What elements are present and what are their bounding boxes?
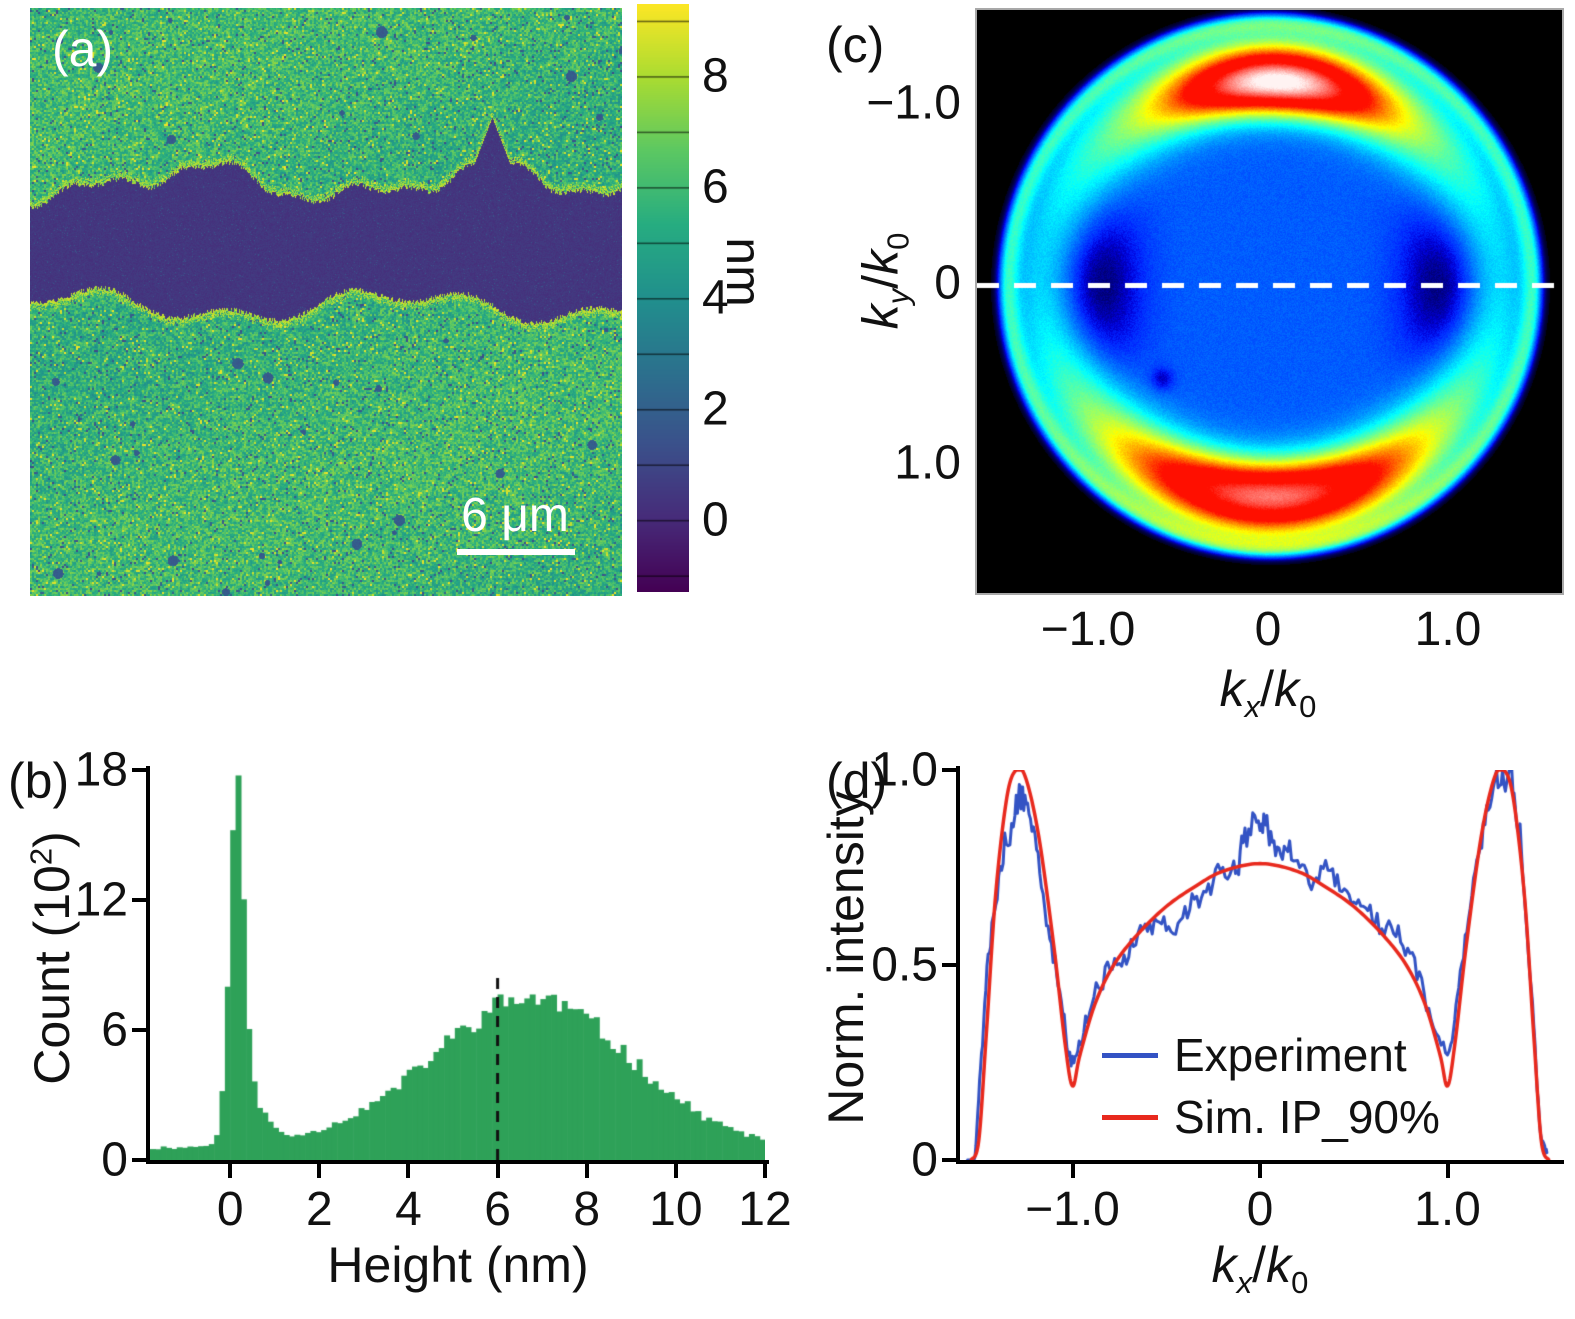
panel-b-xtick-4: 4 [395,1183,422,1236]
panel-d-yaxis [956,766,960,1164]
panel-c-xtick-0: 0 [1254,603,1282,656]
height-histogram [150,770,765,1160]
panel-b-label: (b) [8,753,70,809]
panel-b-ytickmark-18 [132,768,146,772]
legend-row-experiment: Experiment [1102,1028,1440,1082]
panel-d-ytickmark-0.5 [942,963,956,967]
panel-d-xaxis [956,1160,1564,1164]
back-focal-plane-image [975,8,1564,595]
colorbar-tick-4: 4 [702,271,729,325]
panel-b-ytickmark-0 [132,1158,146,1162]
scalebar-line [457,549,575,555]
legend-line-0 [1102,1052,1158,1058]
colorbar-tick-2: 2 [702,382,729,436]
legend-line-1 [1102,1114,1158,1120]
panel-b-xtick-10: 10 [649,1183,703,1236]
panel-c-xlabel: kx/k0 [1220,660,1317,725]
panel-c-ytick-−1.0: −1.0 [866,76,961,130]
afm-topography-image [30,8,622,596]
panel-b-xtickmark-10 [673,1164,678,1178]
scalebar-label: 6 μm [461,489,569,542]
panel-b-ylabel: Count (102) [23,831,81,1085]
xlabel-slash: / [1260,661,1275,717]
count-label-sup: 2 [23,847,59,866]
panel-b-ytickmark-6 [132,1028,146,1032]
panel-c-ytick-0: 0 [934,256,961,310]
panel-c-ylabel: ky/k0 [852,233,917,330]
panel-b-xtick-2: 2 [305,1183,333,1236]
panel-b-xtickmark-12 [763,1164,767,1178]
panel-b-ytickmark-12 [132,898,146,902]
panel-b-xtickmark-8 [584,1164,589,1178]
panel-d-xlabel: kx/k0 [1212,1236,1309,1301]
panel-b-xtickmark-4 [406,1164,411,1178]
colorbar-tick-6: 6 [702,160,729,214]
panel-d-ylabel: Norm. intensity [818,791,874,1125]
xlabel-sub-0: 0 [1299,689,1317,724]
legend: Experiment Sim. IP_90% [1102,1028,1440,1144]
xlabel-d-k2: k [1266,1237,1292,1293]
legend-label-experiment: Experiment [1174,1029,1407,1081]
panel-b-ytick-12: 12 [74,873,128,927]
panel-d-label: (d) [826,753,888,809]
ylabel-sub-0: 0 [880,232,916,250]
panel-b-xtickmark-2 [317,1164,322,1178]
panel-b-xtickmark-6 [495,1164,500,1178]
panel-d-xtick-0: 0 [1246,1183,1274,1236]
xlabel-k2: k [1274,661,1300,717]
panel-d-xtickmark--1 [1070,1164,1075,1178]
xlabel-k1: k [1219,661,1245,717]
panel-c-ytick-1.0: 1.0 [894,436,961,490]
panel-b-yaxis [146,766,150,1164]
panel-b-xtick-6: 6 [484,1183,511,1236]
panel-b-xaxis [146,1160,769,1164]
xlabel-d-sub-x: x [1236,1265,1253,1300]
panel-d-xtick-−1.0: −1.0 [1025,1183,1120,1236]
panel-b-xtick-12: 12 [738,1183,792,1236]
panel-d-xtick-1.0: 1.0 [1414,1183,1481,1236]
panel-b-ytick-18: 18 [74,743,128,797]
panel-d-xtickmark-1 [1445,1164,1450,1178]
ylabel-k1: k [852,304,909,330]
panel-d-xtickmark-0 [1258,1164,1262,1178]
panel-b-xtickmark-0 [228,1164,233,1178]
panel-b-ytick-6: 6 [101,1003,128,1057]
xlabel-d-k1: k [1211,1237,1237,1293]
xlabel-d-slash: / [1252,1237,1267,1293]
panel-c-xtick-−1.0: −1.0 [1040,603,1136,656]
colorbar [637,4,689,592]
panel-b-ytick-0: 0 [101,1133,128,1187]
panel-b-xtick-0: 0 [216,1183,244,1236]
ylabel-slash: / [852,274,909,289]
panel-a-label: (a) [52,21,114,77]
panel-b-xtick-8: 8 [573,1183,601,1236]
ylabel-k2: k [852,249,909,275]
count-label-post: ) [24,831,80,848]
panel-c-xtick-1.0: 1.0 [1414,603,1482,656]
panel-d-ytickmark-1 [942,768,956,772]
intensity-profile-plot [960,770,1560,1160]
panel-b-xlabel: Height (nm) [327,1237,589,1293]
panel-c-label: (c) [826,17,885,73]
xlabel-sub-x: x [1244,689,1261,724]
panel-d-ytick-0.5: 0.5 [871,938,938,992]
panel-d-ytickmark-0 [942,1158,956,1162]
count-label-pre: Count (10 [24,865,80,1085]
legend-label-sim: Sim. IP_90% [1174,1091,1440,1143]
legend-row-sim: Sim. IP_90% [1102,1090,1440,1144]
panel-d-ytick-0: 0 [911,1133,938,1187]
colorbar-tick-0: 0 [702,493,729,547]
xlabel-d-sub-0: 0 [1291,1265,1309,1300]
panel-d-ytick-1.0: 1.0 [871,743,938,797]
ylabel-sub-y: y [880,288,916,305]
colorbar-tick-8: 8 [702,49,729,103]
